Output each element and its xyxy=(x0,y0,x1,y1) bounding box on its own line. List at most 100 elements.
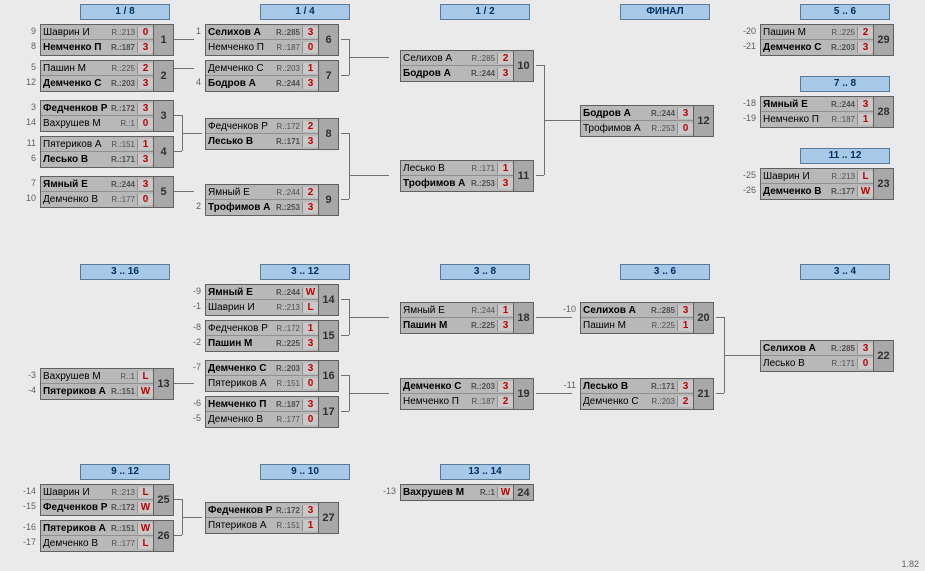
stage-header: 9 .. 12 xyxy=(80,464,170,480)
player-name: Немченко П xyxy=(41,42,109,53)
player-name: Пятериков А xyxy=(41,523,109,534)
player-rating: R.:177 xyxy=(274,415,302,424)
player-score: 3 xyxy=(857,99,873,110)
match-row: Пашин МR.:2252 xyxy=(761,25,873,40)
player-score: L xyxy=(302,302,318,313)
player-rating: R.:225 xyxy=(649,321,677,330)
player-name: Селихов А xyxy=(761,343,829,354)
player-name: Селихов А xyxy=(401,53,469,64)
player-name: Трофимов А xyxy=(206,202,274,213)
version-label: 1.82 xyxy=(901,559,919,569)
match-number: 24 xyxy=(513,485,533,500)
match-29: Пашин МR.:2252Демченко СR.:203329 xyxy=(760,24,894,56)
player-rating: R.:253 xyxy=(649,124,677,133)
bracket-connector xyxy=(536,393,572,394)
match-25: Шаврин ИR.:213LФедченков РR.:172W25 xyxy=(40,484,174,516)
match-row: Ямный ЕR.:2443 xyxy=(41,177,153,192)
player-rating: R.:187 xyxy=(469,397,497,406)
seed-label: 2 xyxy=(183,201,201,211)
bracket-connector xyxy=(341,75,349,76)
player-rating: R.:151 xyxy=(274,379,302,388)
player-name: Лесько В xyxy=(41,154,109,165)
player-rating: R.:244 xyxy=(274,188,302,197)
player-name: Шаврин И xyxy=(41,487,109,498)
player-score: W xyxy=(137,386,153,397)
player-score: 1 xyxy=(497,305,513,316)
bracket-connector xyxy=(174,39,194,40)
match-number: 7 xyxy=(318,61,338,91)
player-rating: R.:244 xyxy=(109,180,137,189)
match-number: 21 xyxy=(693,379,713,409)
match-19: Демченко СR.:2033Немченко ПR.:187219 xyxy=(400,378,534,410)
match-15: Федченков РR.:1721Пашин МR.:225315 xyxy=(205,320,339,352)
player-rating: R.:172 xyxy=(274,122,302,131)
match-9: Ямный ЕR.:2442Трофимов АR.:25339 xyxy=(205,184,339,216)
seed-label: 11 xyxy=(18,138,36,148)
stage-header: 1 / 2 xyxy=(440,4,530,20)
match-number: 2 xyxy=(153,61,173,91)
player-rating: R.:244 xyxy=(469,306,497,315)
player-rating: R.:172 xyxy=(274,506,302,515)
match-number: 27 xyxy=(318,503,338,533)
player-name: Вахрушев М xyxy=(41,371,109,382)
player-rating: R.:1 xyxy=(109,119,137,128)
player-score: 0 xyxy=(137,27,153,38)
player-rating: R.:213 xyxy=(109,488,137,497)
match-number: 20 xyxy=(693,303,713,333)
match-28: Ямный ЕR.:2443Немченко ПR.:187128 xyxy=(760,96,894,128)
match-row: Лесько ВR.:1713 xyxy=(41,152,153,167)
seed-label: -11 xyxy=(558,380,576,390)
player-rating: R.:225 xyxy=(469,321,497,330)
stage-header: ФИНАЛ xyxy=(620,4,710,20)
player-rating: R.:213 xyxy=(829,172,857,181)
match-row: Трофимов АR.:2530 xyxy=(581,121,693,136)
player-rating: R.:171 xyxy=(469,164,497,173)
player-name: Немченко П xyxy=(761,114,829,125)
stage-header: 1 / 4 xyxy=(260,4,350,20)
player-score: 3 xyxy=(137,42,153,53)
player-rating: R.:172 xyxy=(109,104,137,113)
player-score: 0 xyxy=(302,414,318,425)
seed-label: 1 xyxy=(183,26,201,36)
bracket-connector xyxy=(716,393,724,394)
player-name: Ямный Е xyxy=(41,179,109,190)
player-score: 1 xyxy=(677,320,693,331)
match-11: Лесько ВR.:1711Трофимов АR.:253311 xyxy=(400,160,534,192)
bracket-connector xyxy=(349,393,389,394)
bracket-connector xyxy=(349,133,350,199)
player-name: Немченко П xyxy=(206,42,274,53)
bracket-connector xyxy=(341,375,349,376)
match-row: Немченко ПR.:1870 xyxy=(206,40,318,55)
match-row: Пашин МR.:2253 xyxy=(206,336,318,351)
player-name: Пашин М xyxy=(206,338,274,349)
player-name: Демченко В xyxy=(41,538,109,549)
match-number: 16 xyxy=(318,361,338,391)
player-name: Демченко С xyxy=(41,78,109,89)
player-name: Бодров А xyxy=(401,68,469,79)
match-number: 13 xyxy=(153,369,173,399)
stage-header: 3 .. 8 xyxy=(440,264,530,280)
player-name: Федченков Р xyxy=(41,103,109,114)
player-score: 3 xyxy=(302,505,318,516)
player-rating: R.:177 xyxy=(829,187,857,196)
stage-header: 7 .. 8 xyxy=(800,76,890,92)
match-row: Шаврин ИR.:213L xyxy=(761,169,873,184)
match-row: Трофимов АR.:2533 xyxy=(401,176,513,191)
match-24: Вахрушев МR.:1W24 xyxy=(400,484,534,501)
player-name: Ямный Е xyxy=(206,287,274,298)
player-name: Бодров А xyxy=(581,108,649,119)
match-row: Немченко ПR.:1873 xyxy=(41,40,153,55)
player-rating: R.:244 xyxy=(469,69,497,78)
match-row: Ямный ЕR.:2443 xyxy=(761,97,873,112)
match-row: Демченко ВR.:177L xyxy=(41,536,153,551)
player-rating: R.:253 xyxy=(274,203,302,212)
match-row: Федченков РR.:1722 xyxy=(206,119,318,134)
match-row: Демченко ВR.:1770 xyxy=(206,412,318,427)
player-rating: R.:285 xyxy=(829,344,857,353)
match-row: Пятериков АR.:151W xyxy=(41,521,153,536)
match-row: Лесько ВR.:1711 xyxy=(401,161,513,176)
player-score: 3 xyxy=(302,202,318,213)
player-name: Селихов А xyxy=(581,305,649,316)
player-name: Лесько В xyxy=(761,358,829,369)
player-name: Федченков Р xyxy=(206,323,274,334)
